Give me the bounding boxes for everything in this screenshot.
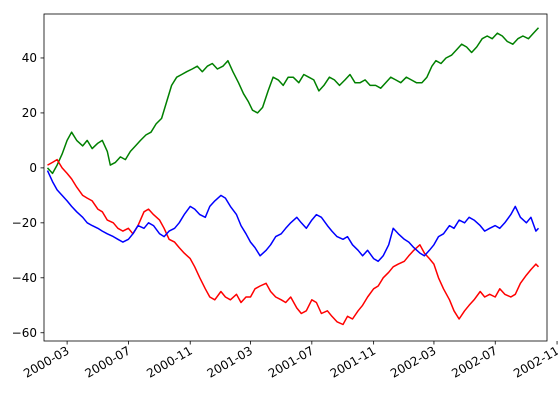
x-tick-label: 2001-07 [266, 343, 316, 380]
y-tick-label: −20 [12, 216, 37, 230]
y-axis: 40 20 0 −20 −40 −60 [12, 51, 44, 340]
series-layer [46, 27, 540, 326]
series-line-3 [46, 170, 540, 263]
x-tick-label: 2002-11 [511, 343, 558, 380]
x-tick-label: 2000-07 [82, 343, 132, 380]
x-tick-label: 2001-11 [328, 343, 378, 380]
series-line-1 [46, 27, 540, 175]
x-tick-label: 2000-03 [21, 343, 71, 380]
y-tick-label: −40 [12, 271, 37, 285]
y-tick-label: 40 [22, 51, 37, 65]
y-tick-label: 20 [22, 106, 37, 120]
x-tick-label: 2002-03 [388, 343, 438, 380]
series-line-2 [47, 158, 540, 326]
y-tick-label: 0 [29, 161, 37, 175]
x-tick-label: 2002-07 [449, 343, 499, 380]
plot-frame [43, 13, 548, 342]
y-tick-label: −60 [12, 326, 37, 340]
x-tick-label: 2000-11 [144, 343, 194, 380]
x-axis: 2000-03 2000-07 2000-11 2001-03 2001-07 2001-… [21, 341, 558, 381]
x-tick-label: 2001-03 [205, 343, 255, 380]
